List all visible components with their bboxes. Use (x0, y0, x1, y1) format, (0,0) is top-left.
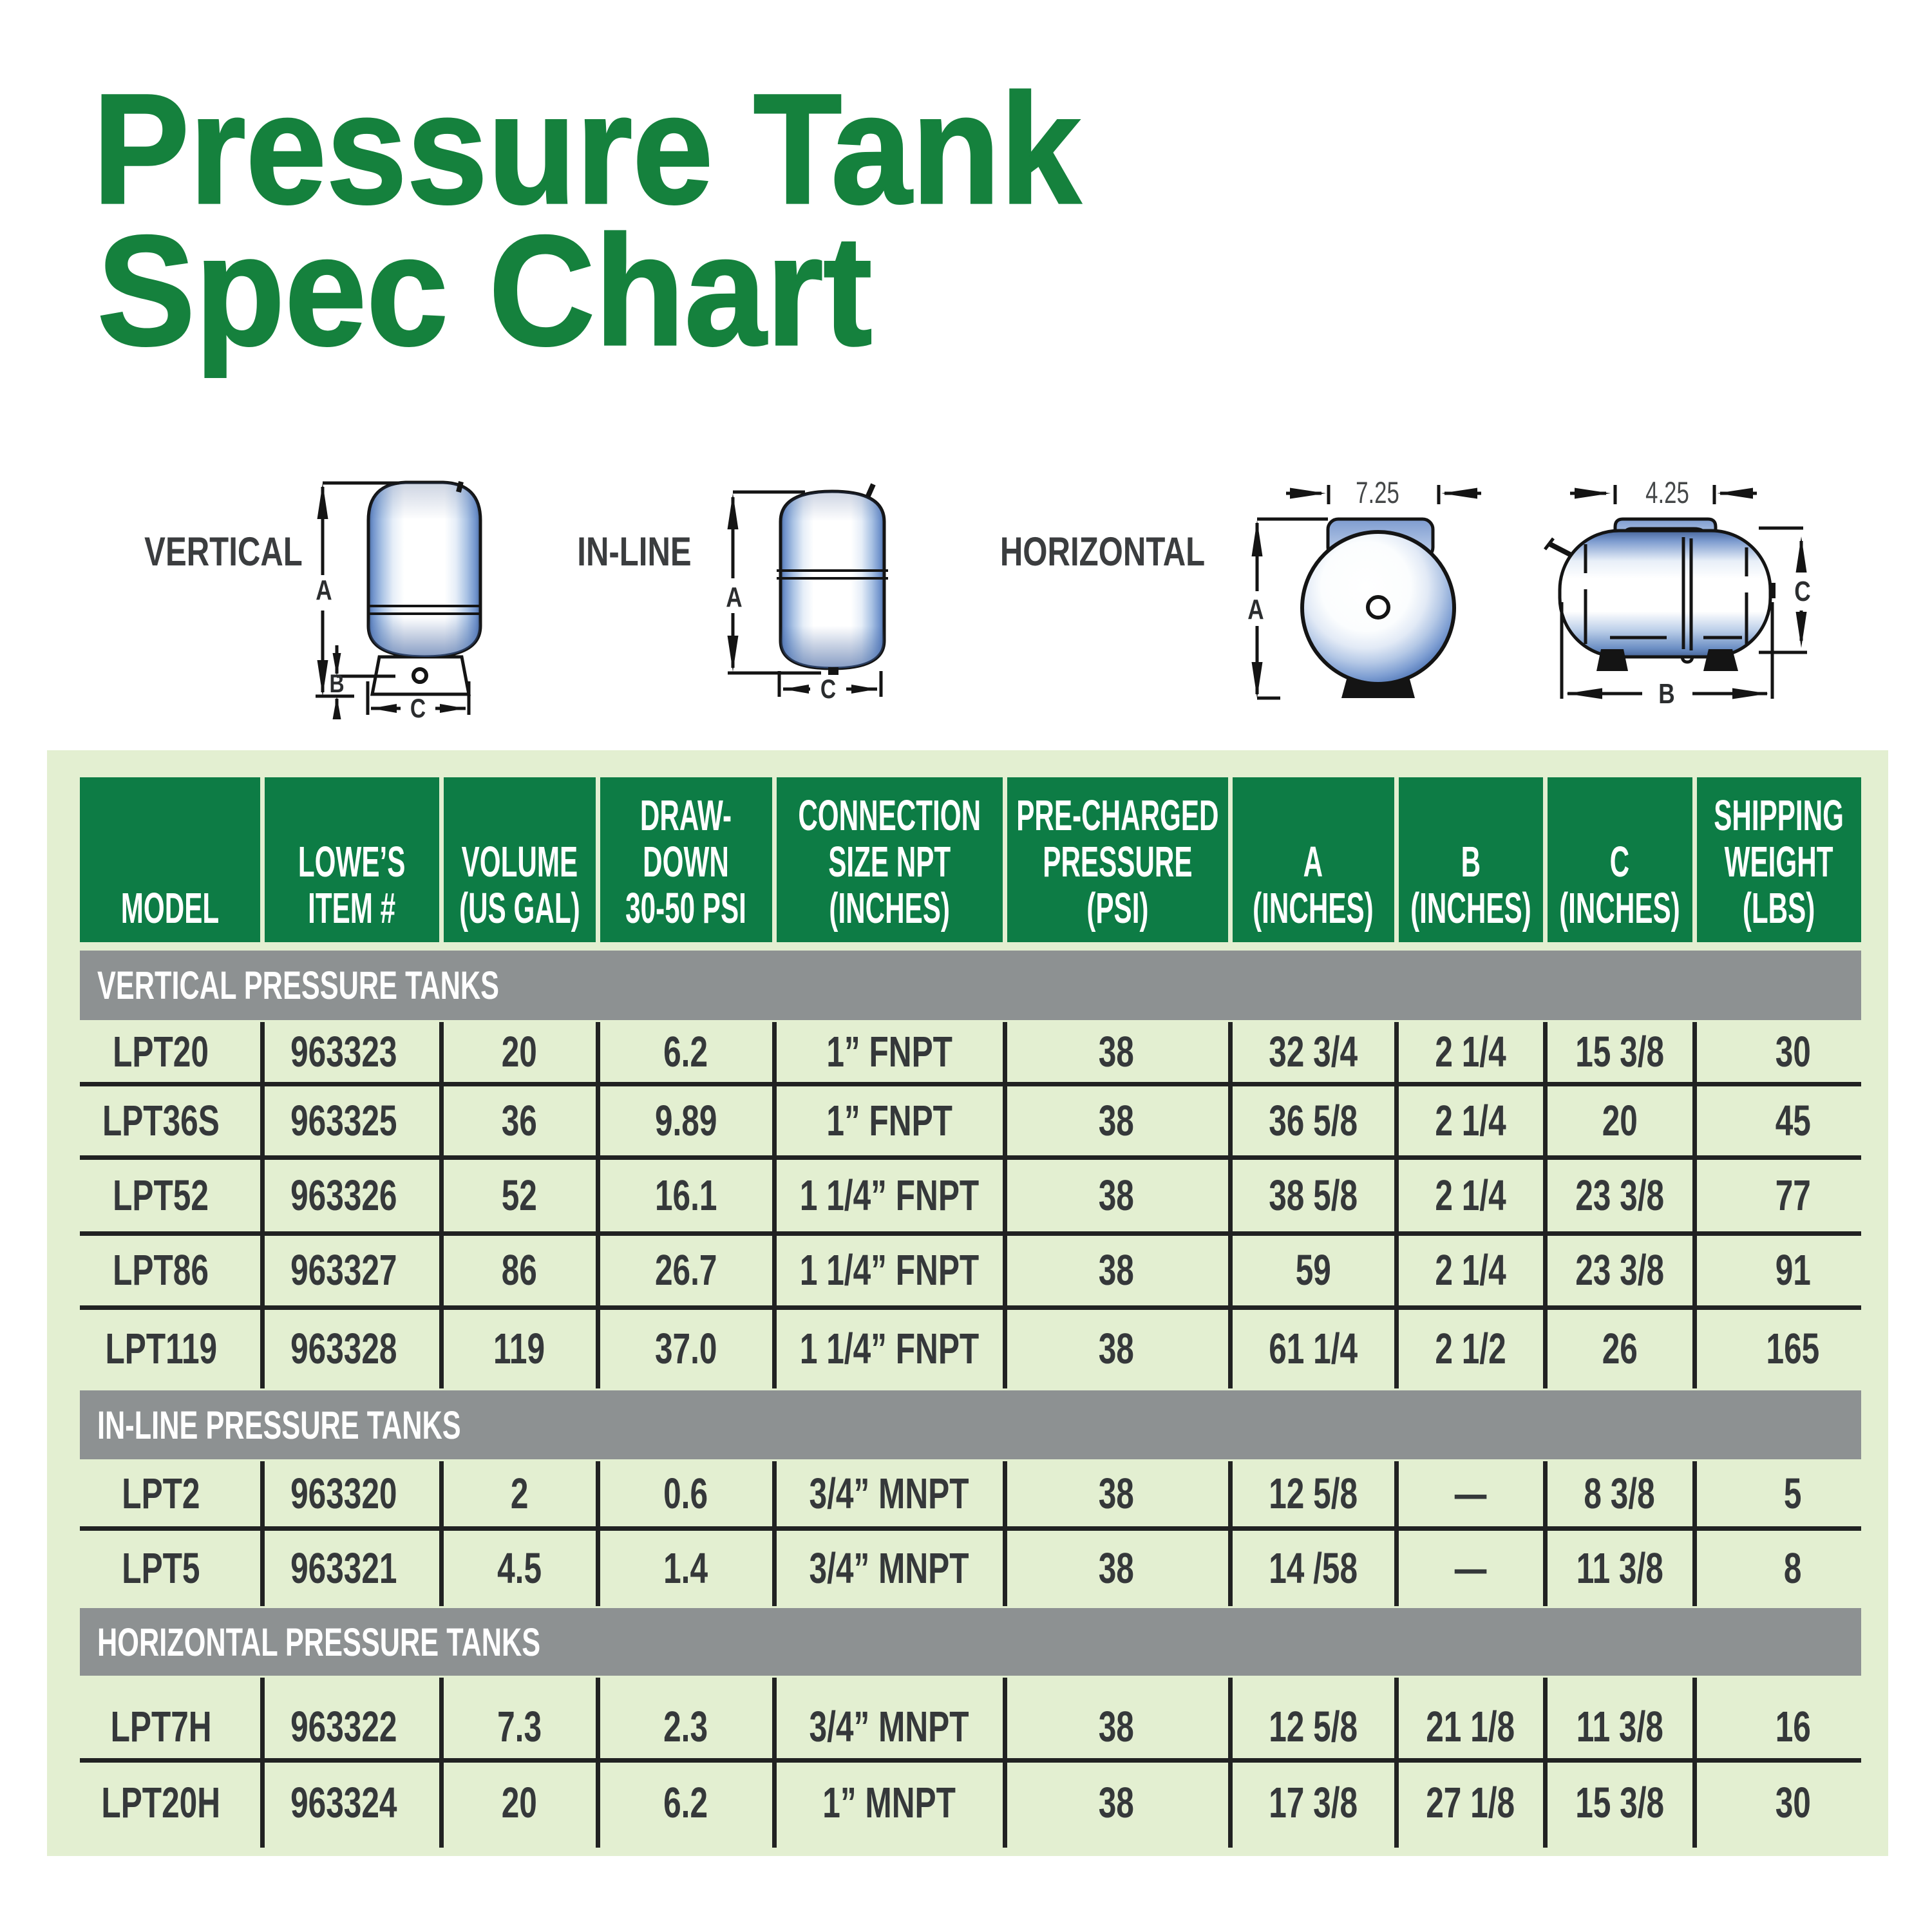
svg-text:C: C (1794, 576, 1810, 607)
svg-text:B: B (329, 669, 344, 698)
svg-text:B: B (1658, 678, 1674, 710)
svg-text:C: C (410, 694, 426, 724)
svg-text:4.25: 4.25 (1645, 476, 1689, 509)
svg-text:IN-LINE: IN-LINE (577, 529, 691, 574)
svg-text:VERTICAL: VERTICAL (144, 529, 303, 574)
svg-text:A: A (1247, 594, 1264, 625)
svg-text:A: A (316, 574, 332, 606)
svg-text:C: C (820, 675, 836, 705)
svg-text:7.25: 7.25 (1356, 476, 1399, 509)
svg-text:HORIZONTAL: HORIZONTAL (1000, 529, 1205, 574)
svg-text:A: A (726, 582, 742, 613)
